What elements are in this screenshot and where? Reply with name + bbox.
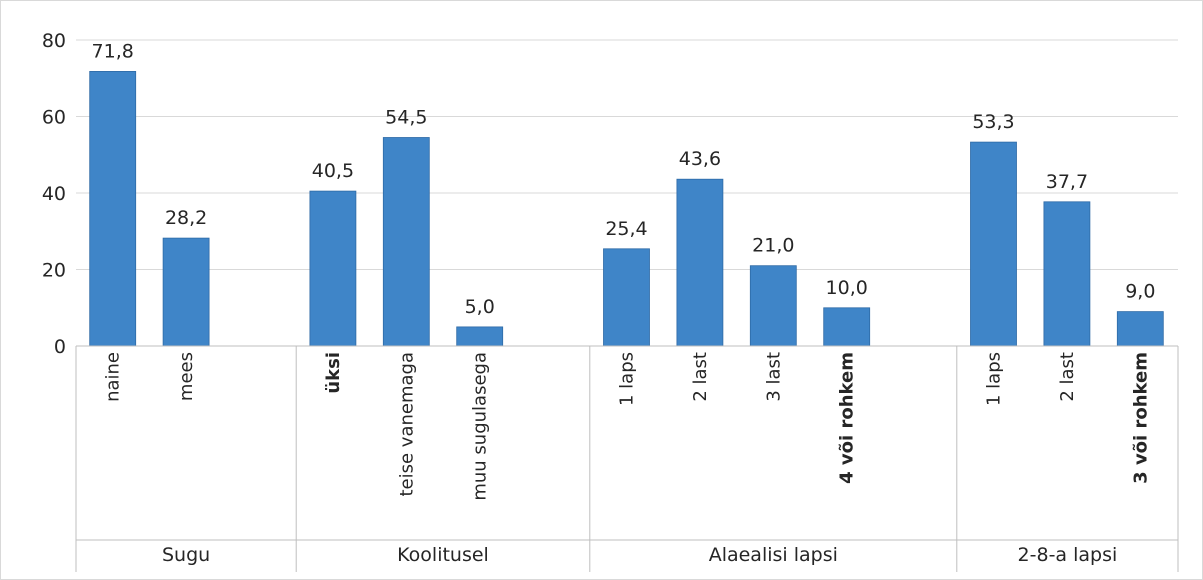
data-label: 54,5 [385, 107, 427, 129]
category-label: muu sugulasega [470, 352, 491, 501]
data-label: 5,0 [465, 296, 495, 318]
data-label: 40,5 [312, 160, 354, 182]
data-label: 37,7 [1046, 171, 1088, 193]
category-label: 1 laps [617, 352, 638, 406]
y-tick-label: 20 [42, 260, 66, 282]
data-label: 28,2 [165, 207, 207, 229]
data-label: 21,0 [752, 235, 794, 257]
bar [162, 237, 210, 347]
y-tick-label: 0 [54, 336, 66, 358]
category-label: 4 või rohkem [837, 352, 858, 484]
category-label: üksi [323, 352, 344, 394]
data-label: 53,3 [972, 111, 1014, 133]
data-label: 25,4 [605, 218, 647, 240]
category-label: mees [176, 352, 197, 401]
data-label: 10,0 [826, 277, 868, 299]
y-tick-label: 40 [42, 183, 66, 205]
data-label: 71,8 [92, 40, 134, 62]
bar [89, 71, 137, 347]
group-label: Alaealisi lapsi [709, 544, 838, 566]
data-label: 43,6 [679, 148, 721, 170]
bar [456, 326, 504, 347]
bar [970, 141, 1017, 347]
group-label: 2-8-a lapsi [1018, 544, 1118, 566]
category-label: teise vanemaga [396, 352, 417, 497]
bar [823, 307, 871, 347]
group-label: Koolitusel [397, 544, 489, 566]
category-label: 2 last [690, 352, 711, 402]
bar [382, 137, 430, 347]
category-label: 3 või rohkem [1130, 352, 1151, 484]
bar [1116, 311, 1164, 347]
category-label: 2 last [1057, 352, 1078, 402]
category-label: 1 laps [984, 352, 1005, 406]
group-label: Sugu [162, 544, 210, 566]
category-label: 3 last [763, 352, 784, 402]
category-label: naine [103, 352, 124, 402]
bar [603, 248, 650, 347]
bar [676, 178, 724, 347]
bar [1043, 201, 1091, 347]
y-tick-label: 80 [42, 30, 66, 52]
data-label: 9,0 [1125, 281, 1155, 303]
bar [749, 265, 797, 347]
bar [309, 190, 357, 347]
y-tick-label: 60 [42, 107, 66, 129]
